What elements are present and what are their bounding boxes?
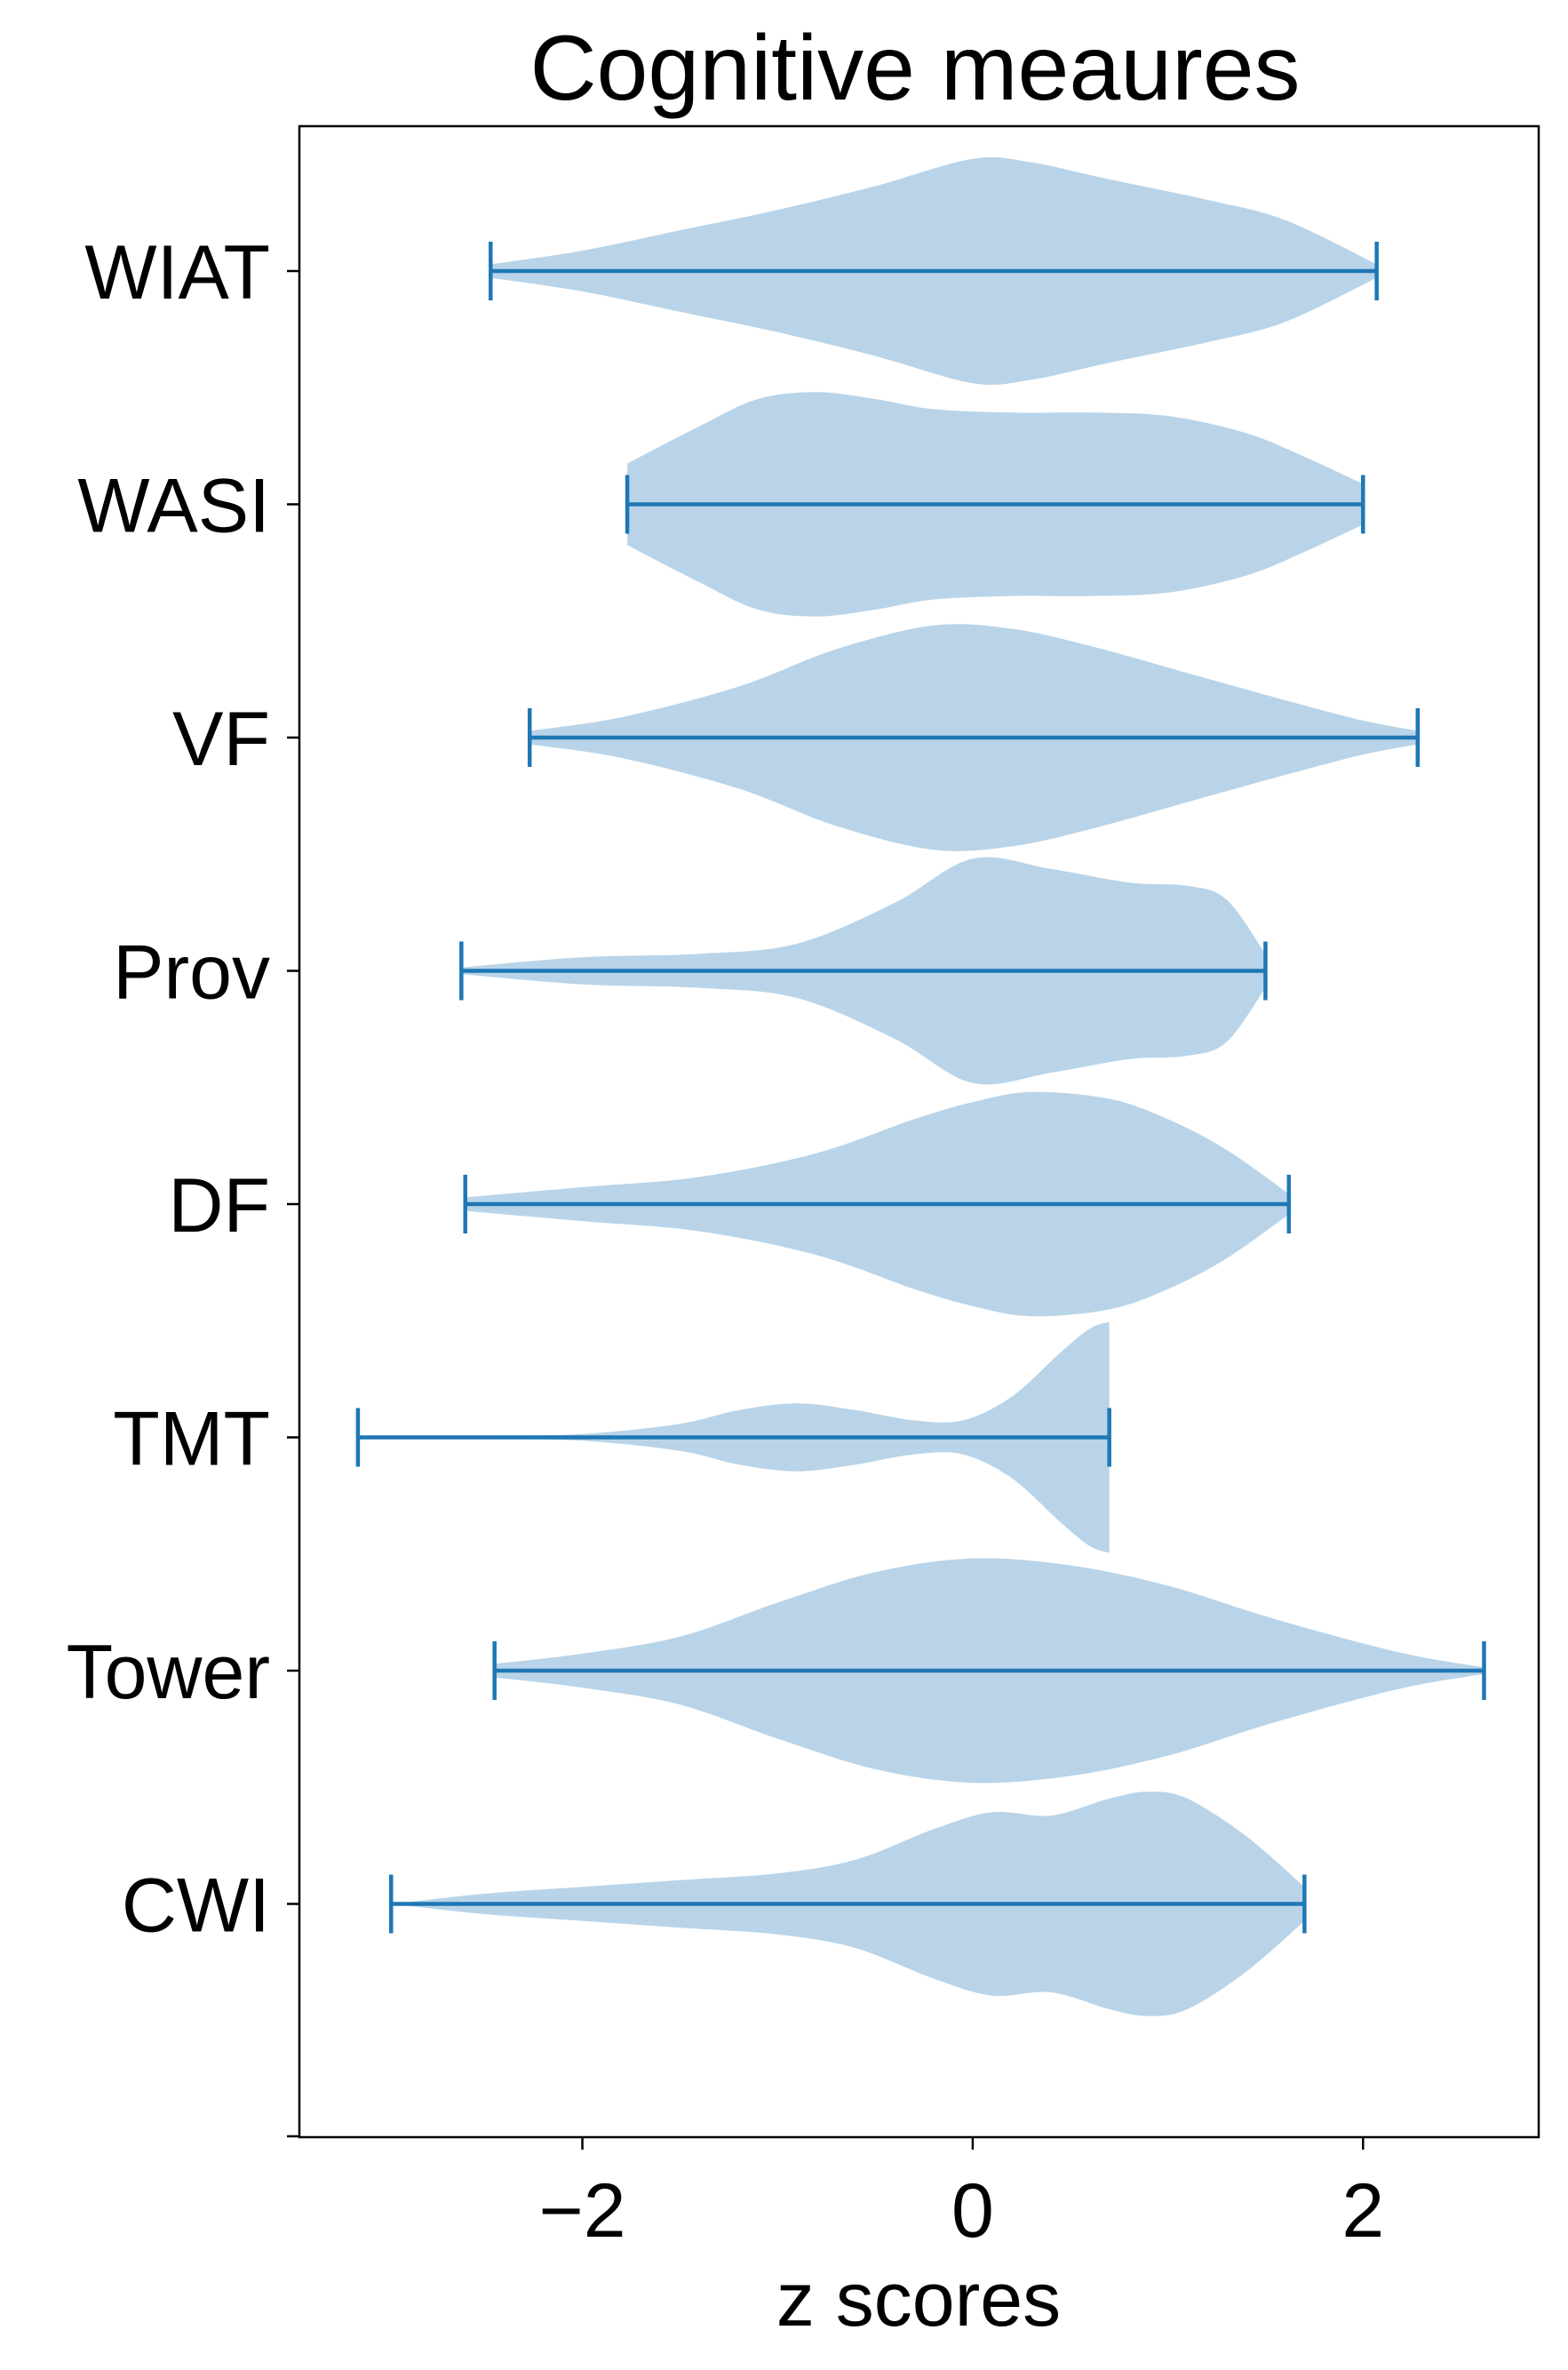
y-tick-label: Prov	[113, 930, 270, 1016]
x-axis-label: z scores	[776, 2257, 1061, 2342]
x-axis: −2 0 2	[539, 2137, 1384, 2254]
x-tick-label: −2	[539, 2168, 626, 2254]
y-axis: WIAT WASI VF Prov DF TMT Tower CWI	[67, 230, 299, 2138]
x-tick-label: 2	[1341, 2168, 1384, 2254]
y-tick-label: Tower	[67, 1630, 270, 1715]
plot-frame	[298, 124, 1540, 2139]
range-lines-layer	[355, 242, 1486, 1934]
y-tick-label: TMT	[113, 1397, 270, 1482]
chart-title: Cognitive meaures	[529, 17, 1300, 120]
y-tick-label: DF	[168, 1163, 270, 1249]
y-tick-label: CWI	[122, 1863, 270, 1949]
y-tick-label: VF	[172, 697, 270, 782]
y-tick-label: WIAT	[84, 230, 270, 315]
y-tick-label: WASI	[77, 464, 270, 549]
x-tick-label: 0	[951, 2168, 994, 2254]
